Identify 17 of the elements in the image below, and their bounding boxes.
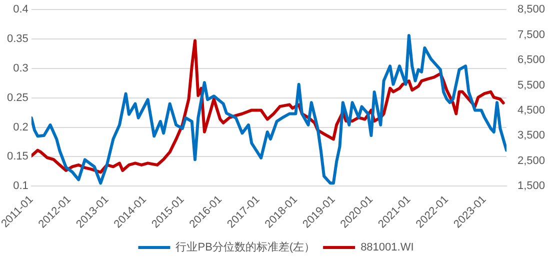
y-tick-label: 0.1 (13, 180, 28, 192)
y2-tick-label: 2,500 (517, 154, 546, 167)
y-tick-label: 0.2 (13, 121, 28, 134)
y2-tick-label: 4,500 (517, 104, 546, 116)
y-tick-label: 0.3 (13, 62, 28, 74)
y2-tick-label: 8,500 (517, 4, 546, 16)
y2-tick-label: 1,500 (517, 180, 546, 192)
y-tick-label: 0.15 (6, 150, 28, 163)
y-tick-label: 0.4 (13, 4, 28, 16)
y2-tick-label: 3,500 (517, 130, 546, 142)
legend-label: 881001.WI (360, 242, 414, 254)
legend-label: 行业PB分位数的标准差(左） (176, 240, 316, 254)
y-tick-label: 0.25 (6, 92, 28, 104)
y2-tick-label: 6,500 (517, 54, 546, 66)
y2-tick-label: 7,500 (517, 28, 546, 41)
y-tick-label: 0.35 (6, 33, 28, 46)
y2-tick-label: 5,500 (517, 79, 546, 92)
